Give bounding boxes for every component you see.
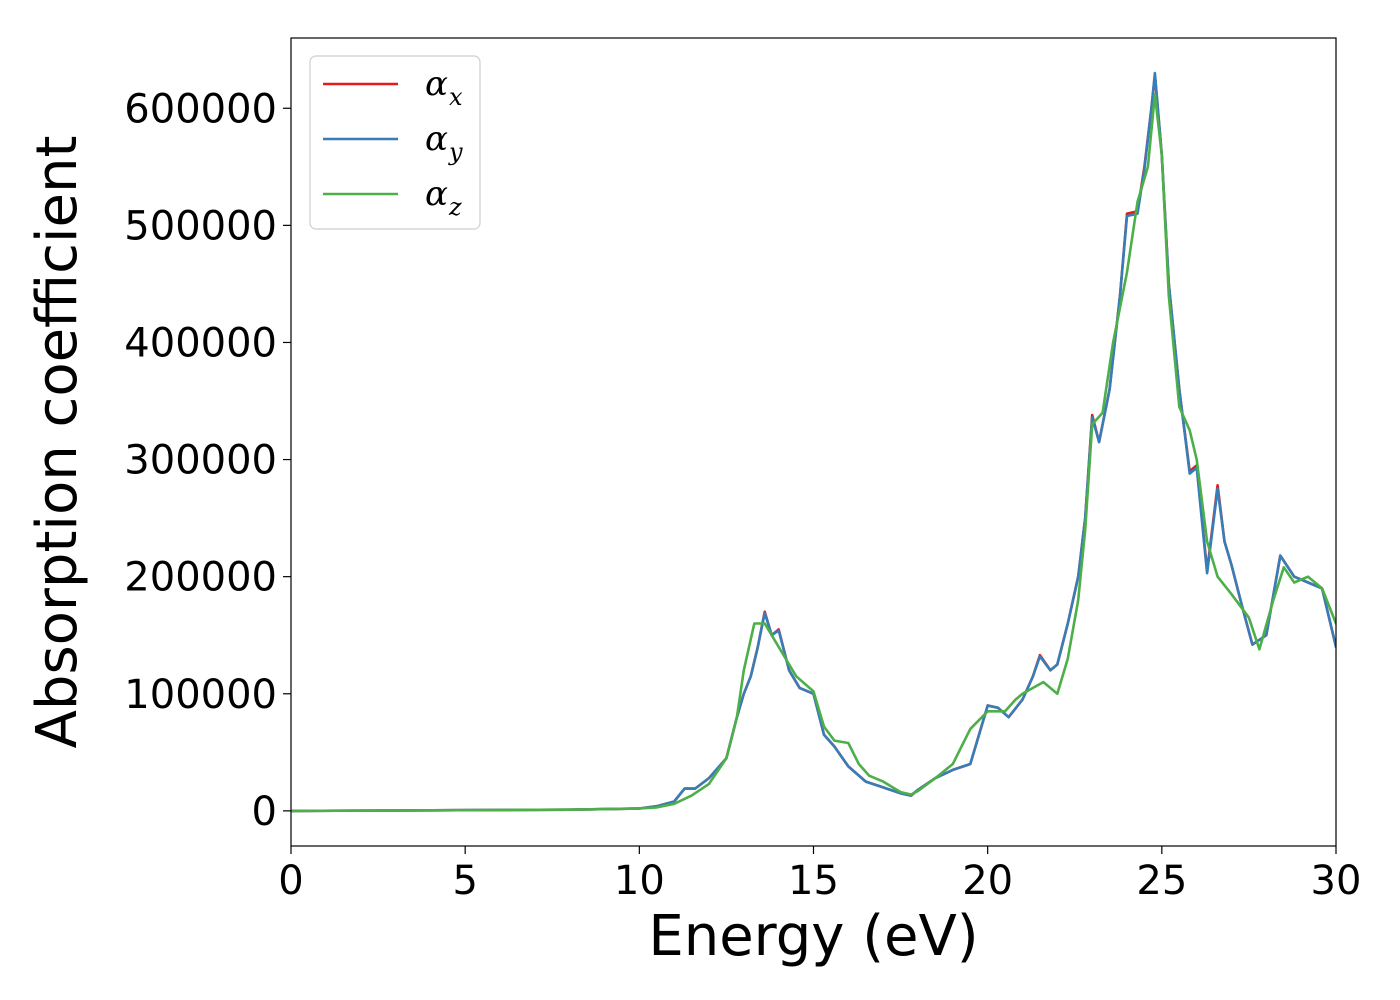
x-tick-label: 15 bbox=[788, 858, 839, 904]
legend-label-z: αz bbox=[425, 174, 462, 221]
legend-box bbox=[309, 55, 481, 230]
y-tick-label: 600000 bbox=[124, 86, 277, 132]
x-tick-label: 20 bbox=[962, 858, 1013, 904]
y-tick-label: 0 bbox=[252, 789, 277, 835]
series-layer bbox=[291, 71, 1336, 813]
x-tick-label: 10 bbox=[614, 858, 665, 904]
y-axis-title: Absorption coefficient bbox=[25, 136, 90, 749]
x-axis: 0 5 10 15 20 25 30 bbox=[278, 846, 1361, 904]
x-tick-label: 0 bbox=[278, 858, 303, 904]
x-tick-label: 30 bbox=[1311, 858, 1362, 904]
y-tick-label: 200000 bbox=[124, 555, 277, 601]
y-tick-label: 300000 bbox=[124, 438, 277, 484]
x-tick-label: 25 bbox=[1136, 858, 1187, 904]
y-tick-label: 400000 bbox=[124, 320, 277, 366]
y-tick-label: 100000 bbox=[124, 672, 277, 718]
y-axis: 0 100000 200000 300000 400000 500000 600000 bbox=[124, 86, 291, 835]
y-tick-label: 500000 bbox=[124, 203, 277, 249]
series-line-y bbox=[291, 71, 1336, 813]
x-axis-title: Energy (eV) bbox=[648, 904, 978, 969]
x-tick-label: 5 bbox=[452, 858, 477, 904]
series-line-z bbox=[291, 92, 1336, 813]
